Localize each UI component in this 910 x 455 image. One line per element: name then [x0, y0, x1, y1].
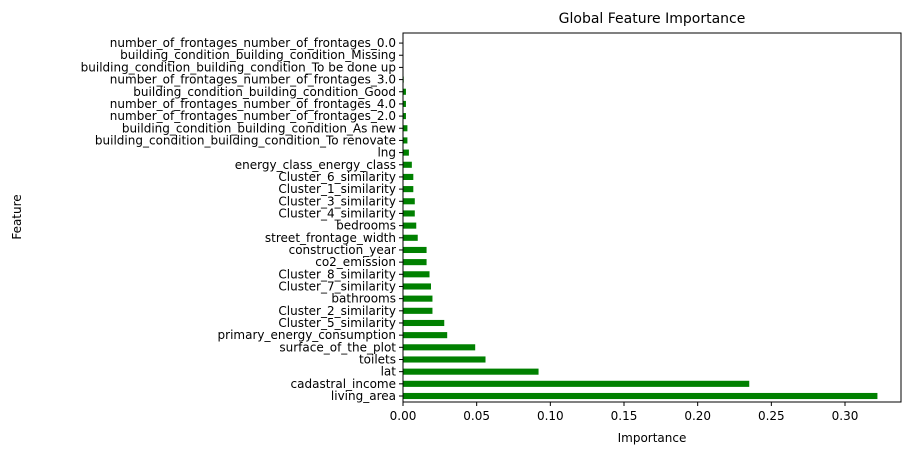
- bar: [403, 125, 408, 132]
- bar: [403, 173, 414, 180]
- plot-frame: [402, 32, 902, 403]
- bar: [403, 149, 409, 156]
- y-tick-label: co2_emission: [315, 255, 396, 269]
- y-tick-label: number_of_frontages_number_of_frontages_…: [110, 73, 396, 87]
- x-axis-label: Importance: [618, 431, 687, 445]
- y-tick-label: number_of_frontages_number_of_frontages_…: [110, 36, 396, 50]
- y-tick-label: Cluster_2_similarity: [278, 304, 396, 318]
- bar: [403, 380, 750, 387]
- y-tick-label: building_condition_building_condition_Mi…: [120, 48, 396, 62]
- bar: [403, 161, 412, 168]
- bar: [403, 319, 445, 327]
- y-tick-label: Cluster_4_similarity: [278, 206, 396, 220]
- bar: [403, 186, 414, 193]
- bar: [403, 234, 418, 241]
- y-tick-label: number_of_frontages_number_of_frontages_…: [110, 97, 396, 111]
- y-tick-label: surface_of_the_plot: [279, 340, 396, 354]
- y-tick-group: living_areacadastral_incomelattoiletssur…: [81, 36, 403, 403]
- x-tick-label: 0.05: [463, 409, 490, 423]
- bars-group: [403, 40, 878, 400]
- x-tick-label: 0.00: [390, 409, 417, 423]
- y-tick-label: Cluster_8_similarity: [278, 267, 396, 281]
- bar: [403, 283, 431, 290]
- y-tick-label: cadastral_income: [291, 377, 396, 391]
- bar: [403, 100, 406, 107]
- x-tick-label: 0.20: [684, 409, 711, 423]
- chart-title: Global Feature Importance: [559, 11, 746, 27]
- bar: [403, 332, 448, 339]
- bar: [403, 392, 878, 400]
- bar: [403, 271, 430, 278]
- y-tick-label: Cluster_6_similarity: [278, 170, 396, 184]
- y-tick-label: Cluster_3_similarity: [278, 194, 396, 208]
- x-tick-label: 0.15: [611, 409, 638, 423]
- bar: [403, 295, 433, 302]
- x-tick-label: 0.25: [758, 409, 785, 423]
- y-tick-label: construction_year: [289, 243, 396, 257]
- bar: [403, 222, 417, 229]
- y-tick-label: building_condition_building_condition_As…: [122, 121, 396, 135]
- y-tick-label: toilets: [359, 352, 396, 366]
- y-axis-label: Feature: [10, 194, 24, 239]
- y-tick-label: street_frontage_width: [265, 231, 396, 245]
- bar: [403, 113, 406, 120]
- y-tick-label: number_of_frontages_number_of_frontages_…: [110, 109, 396, 123]
- y-tick-label: primary_energy_consumption: [218, 328, 396, 342]
- y-tick-label: living_area: [331, 389, 396, 403]
- y-tick-label: building_condition_building_condition_To…: [81, 60, 396, 74]
- x-tick-label: 0.30: [832, 409, 859, 423]
- bar: [403, 88, 406, 95]
- y-tick-label: Cluster_1_similarity: [278, 182, 396, 196]
- bar: [403, 368, 539, 375]
- y-tick-label: Cluster_7_similarity: [278, 279, 396, 293]
- bar: [403, 344, 476, 351]
- bar: [403, 246, 427, 254]
- bar: [403, 137, 408, 144]
- x-tick-group: 0.00 0.05 0.10 0.15 0.20 0.25 0.30: [390, 402, 859, 423]
- y-tick-label: bedrooms: [336, 219, 396, 233]
- y-tick-label: energy_class_energy_class: [235, 158, 396, 172]
- y-tick-label: building_condition_building_condition_Go…: [133, 85, 396, 99]
- x-tick-label: 0.10: [537, 409, 564, 423]
- bar: [403, 356, 486, 363]
- y-tick-label: Cluster_5_similarity: [278, 316, 396, 330]
- bar: [403, 210, 415, 217]
- bar: [403, 198, 415, 205]
- bar: [403, 307, 433, 314]
- y-tick-label: lng: [377, 146, 396, 160]
- bar: [403, 259, 427, 266]
- y-tick-label: bathrooms: [331, 292, 396, 306]
- y-tick-label: lat: [381, 365, 397, 379]
- y-tick-label: building_condition_building_condition_To…: [95, 133, 396, 147]
